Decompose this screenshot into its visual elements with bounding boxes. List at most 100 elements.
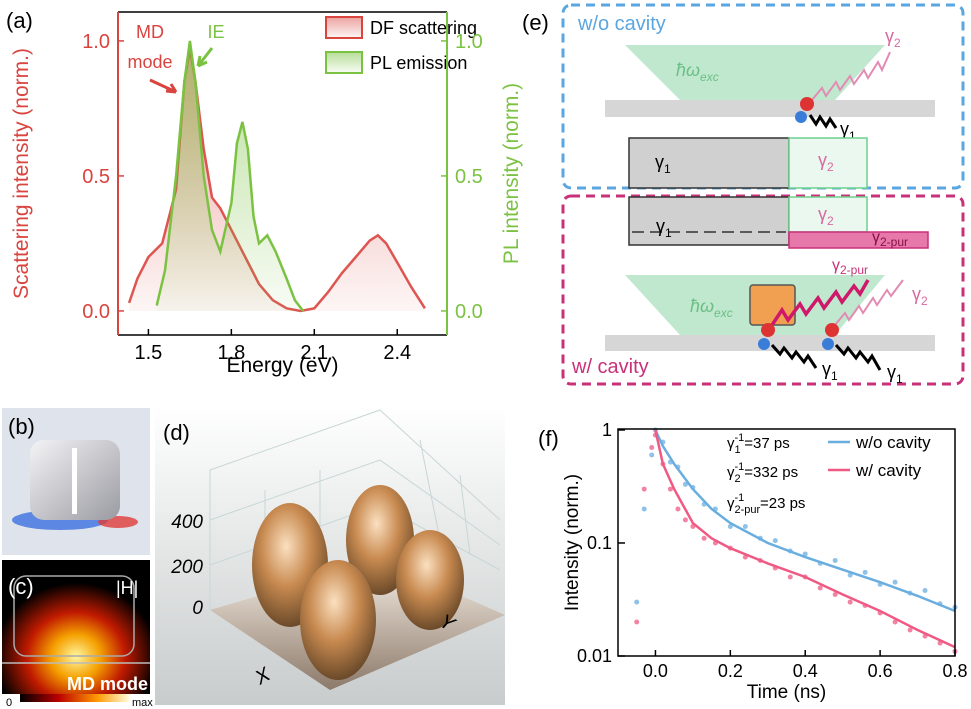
emitter: [800, 97, 814, 111]
y2-tick-label: 0.0: [455, 301, 483, 323]
x-tick-label: 0.0: [643, 661, 668, 681]
rate-label: γ1: [822, 359, 838, 383]
y2-tick-label: 1.0: [455, 31, 483, 53]
symbol: γ: [818, 150, 827, 170]
x-axis-label: Energy (eV): [226, 354, 338, 377]
y-tick-label: 0.01: [577, 646, 612, 666]
annotation-text: =37 ps: [744, 435, 789, 452]
annotation-text: =23 ps: [760, 495, 805, 512]
annotation-text: =332 ps: [744, 464, 798, 481]
data-point: [642, 487, 647, 492]
annotation-arrow: [150, 80, 176, 92]
peak: [300, 560, 376, 680]
superscript: -1: [735, 432, 745, 444]
annotation: MD: [136, 22, 164, 42]
data-point: [818, 585, 823, 590]
mode-label: MD mode: [67, 674, 148, 694]
data-point: [848, 600, 853, 605]
frame-title: w/o cavity: [577, 13, 666, 35]
z-tick-label: 200: [170, 557, 203, 578]
colorbar-max: max: [132, 697, 153, 709]
superscript: -1: [735, 492, 745, 504]
subscript: 2: [735, 473, 741, 485]
panel-e: (e) w/o cavity w/ cavity ħωexc γ2 γ1 γ1 …: [522, 5, 963, 386]
subscript: 2: [894, 36, 901, 50]
legend-label: w/ cavity: [855, 461, 922, 480]
data-point: [642, 506, 647, 511]
excitation-beam: [625, 45, 885, 100]
y-tick-label: 1: [602, 420, 612, 440]
symbol: γ: [822, 359, 831, 379]
x-tick-label: 2.4: [383, 342, 411, 364]
data-point: [833, 558, 838, 563]
rate-bar: [629, 138, 789, 188]
x-tick-label: 0.4: [793, 661, 818, 681]
symbol: ħω: [676, 60, 700, 80]
data-point: [702, 536, 707, 541]
emitter: [825, 323, 839, 337]
data-point: [649, 453, 654, 458]
subscript: 1: [735, 444, 741, 456]
panel-label: (a): [6, 8, 33, 33]
rate-label: γ2: [912, 284, 928, 308]
subscript: 2: [827, 214, 834, 228]
symbol: γ: [840, 119, 849, 139]
colorbar: [20, 694, 130, 702]
rate-bar: [629, 197, 789, 245]
data-point: [773, 538, 778, 543]
subscript: 2-pur: [880, 235, 908, 249]
rate-label: γ2-pur: [832, 257, 868, 277]
y2-axis-label: PL intensity (norm.): [500, 83, 523, 264]
panel-label: (f): [538, 426, 559, 451]
subscript: exc: [700, 70, 719, 84]
x-tick-label: 0.8: [942, 661, 967, 681]
data-point: [649, 445, 654, 450]
symbol: γ: [656, 216, 665, 236]
data-point: [923, 588, 928, 593]
data-point: [634, 600, 639, 605]
annotation: γ2-1=332 ps: [727, 461, 798, 485]
legend-swatch: [326, 52, 362, 73]
data-point: [675, 506, 680, 511]
panel-c: (c) |H| MD mode 0 max: [2, 560, 153, 709]
subscript: 2: [921, 294, 928, 308]
panel-label: (b): [8, 414, 35, 439]
subscript: 1: [831, 369, 838, 383]
figure: (b) (c) |H| MD mode 0 max (d) 400 200 0 …: [0, 0, 971, 709]
frame-title: w/ cavity: [571, 356, 649, 378]
symbol: γ: [872, 229, 880, 246]
page: (b) (c) |H| MD mode 0 max (d) 400 200 0 …: [0, 0, 971, 709]
data-point: [788, 575, 793, 580]
area: [157, 41, 304, 311]
symbol: γ: [832, 257, 840, 274]
y2-tick-label: 0.5: [455, 166, 483, 188]
z-tick-label: 400: [171, 512, 203, 533]
y-axis-label: Scattering intensity (norm.): [10, 48, 33, 299]
y-tick-label: 0.0: [82, 301, 110, 323]
legend-swatch: [326, 17, 362, 38]
annotation: IE: [207, 22, 224, 42]
annotation-arrow: [198, 48, 212, 66]
panel-label: (d): [163, 420, 190, 445]
colorbar-min: 0: [6, 697, 12, 709]
emitter: [758, 338, 770, 350]
field-label: |H|: [116, 578, 138, 598]
subscript: 2: [827, 160, 834, 174]
subscript: 1: [896, 372, 903, 386]
y-tick-label: 0.5: [82, 166, 110, 188]
subscript: 2-pur: [735, 504, 761, 516]
y-axis-label: Intensity (norm.): [562, 474, 583, 611]
annotation: γ2-pur-1=23 ps: [727, 492, 805, 516]
z-tick-label: 0: [192, 598, 203, 619]
symbol: γ: [655, 152, 664, 172]
data-point: [743, 524, 748, 529]
y-tick-label: 0.1: [587, 533, 612, 553]
annotation: γ1-1=37 ps: [727, 432, 790, 456]
y-tick-label: 1.0: [82, 31, 110, 53]
annotation: mode: [127, 52, 172, 72]
rate-label: γ1: [887, 362, 903, 386]
data-point: [683, 517, 688, 522]
panel-b: (b): [2, 408, 150, 555]
emitter: [761, 323, 775, 337]
cube-highlight: [72, 448, 77, 514]
